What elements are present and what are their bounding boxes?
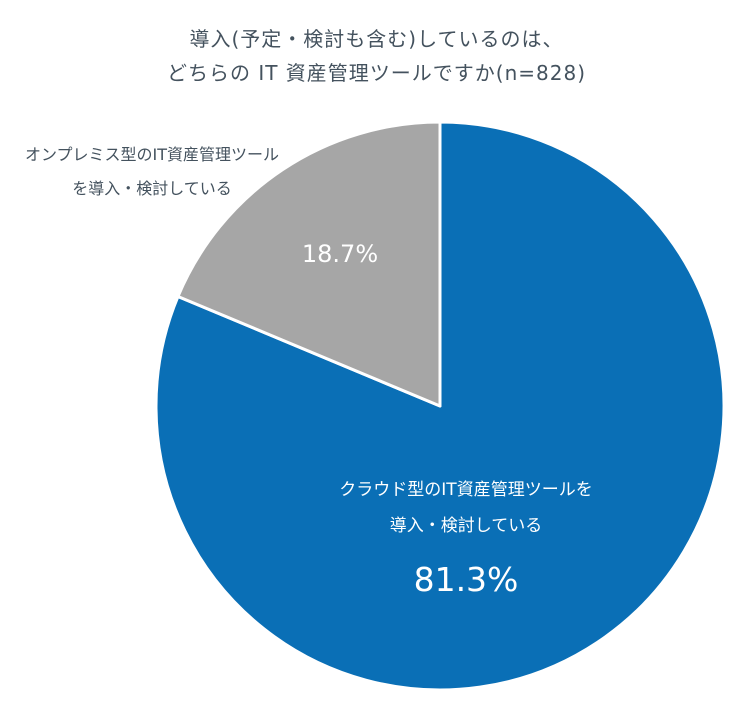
chart-title-line1: 導入(予定・検討も含む)しているのは、: [189, 27, 564, 51]
onprem-slice-label-line1: オンプレミス型のIT資産管理ツール: [24, 145, 279, 164]
onprem-slice-label-line2: を導入・検討している: [72, 179, 232, 198]
onprem-slice-label: オンプレミス型のIT資産管理ツール を導入・検討している: [4, 138, 300, 206]
cloud-slice-label: クラウド型のIT資産管理ツールを 導入・検討している: [304, 472, 628, 544]
pie-slice-onprem: [176, 120, 442, 408]
cloud-percentage-label: 81.3%: [413, 560, 519, 599]
cloud-slice-label-line2: 導入・検討している: [389, 516, 543, 536]
chart-title-line2: どちらの IT 資産管理ツールですか(n=828): [166, 61, 587, 85]
chart-title: 導入(予定・検討も含む)しているのは、 どちらの IT 資産管理ツールですか(n…: [0, 22, 753, 90]
onprem-percentage-label: 18.7%: [301, 240, 379, 268]
cloud-slice-label-line1: クラウド型のIT資産管理ツールを: [339, 480, 593, 500]
